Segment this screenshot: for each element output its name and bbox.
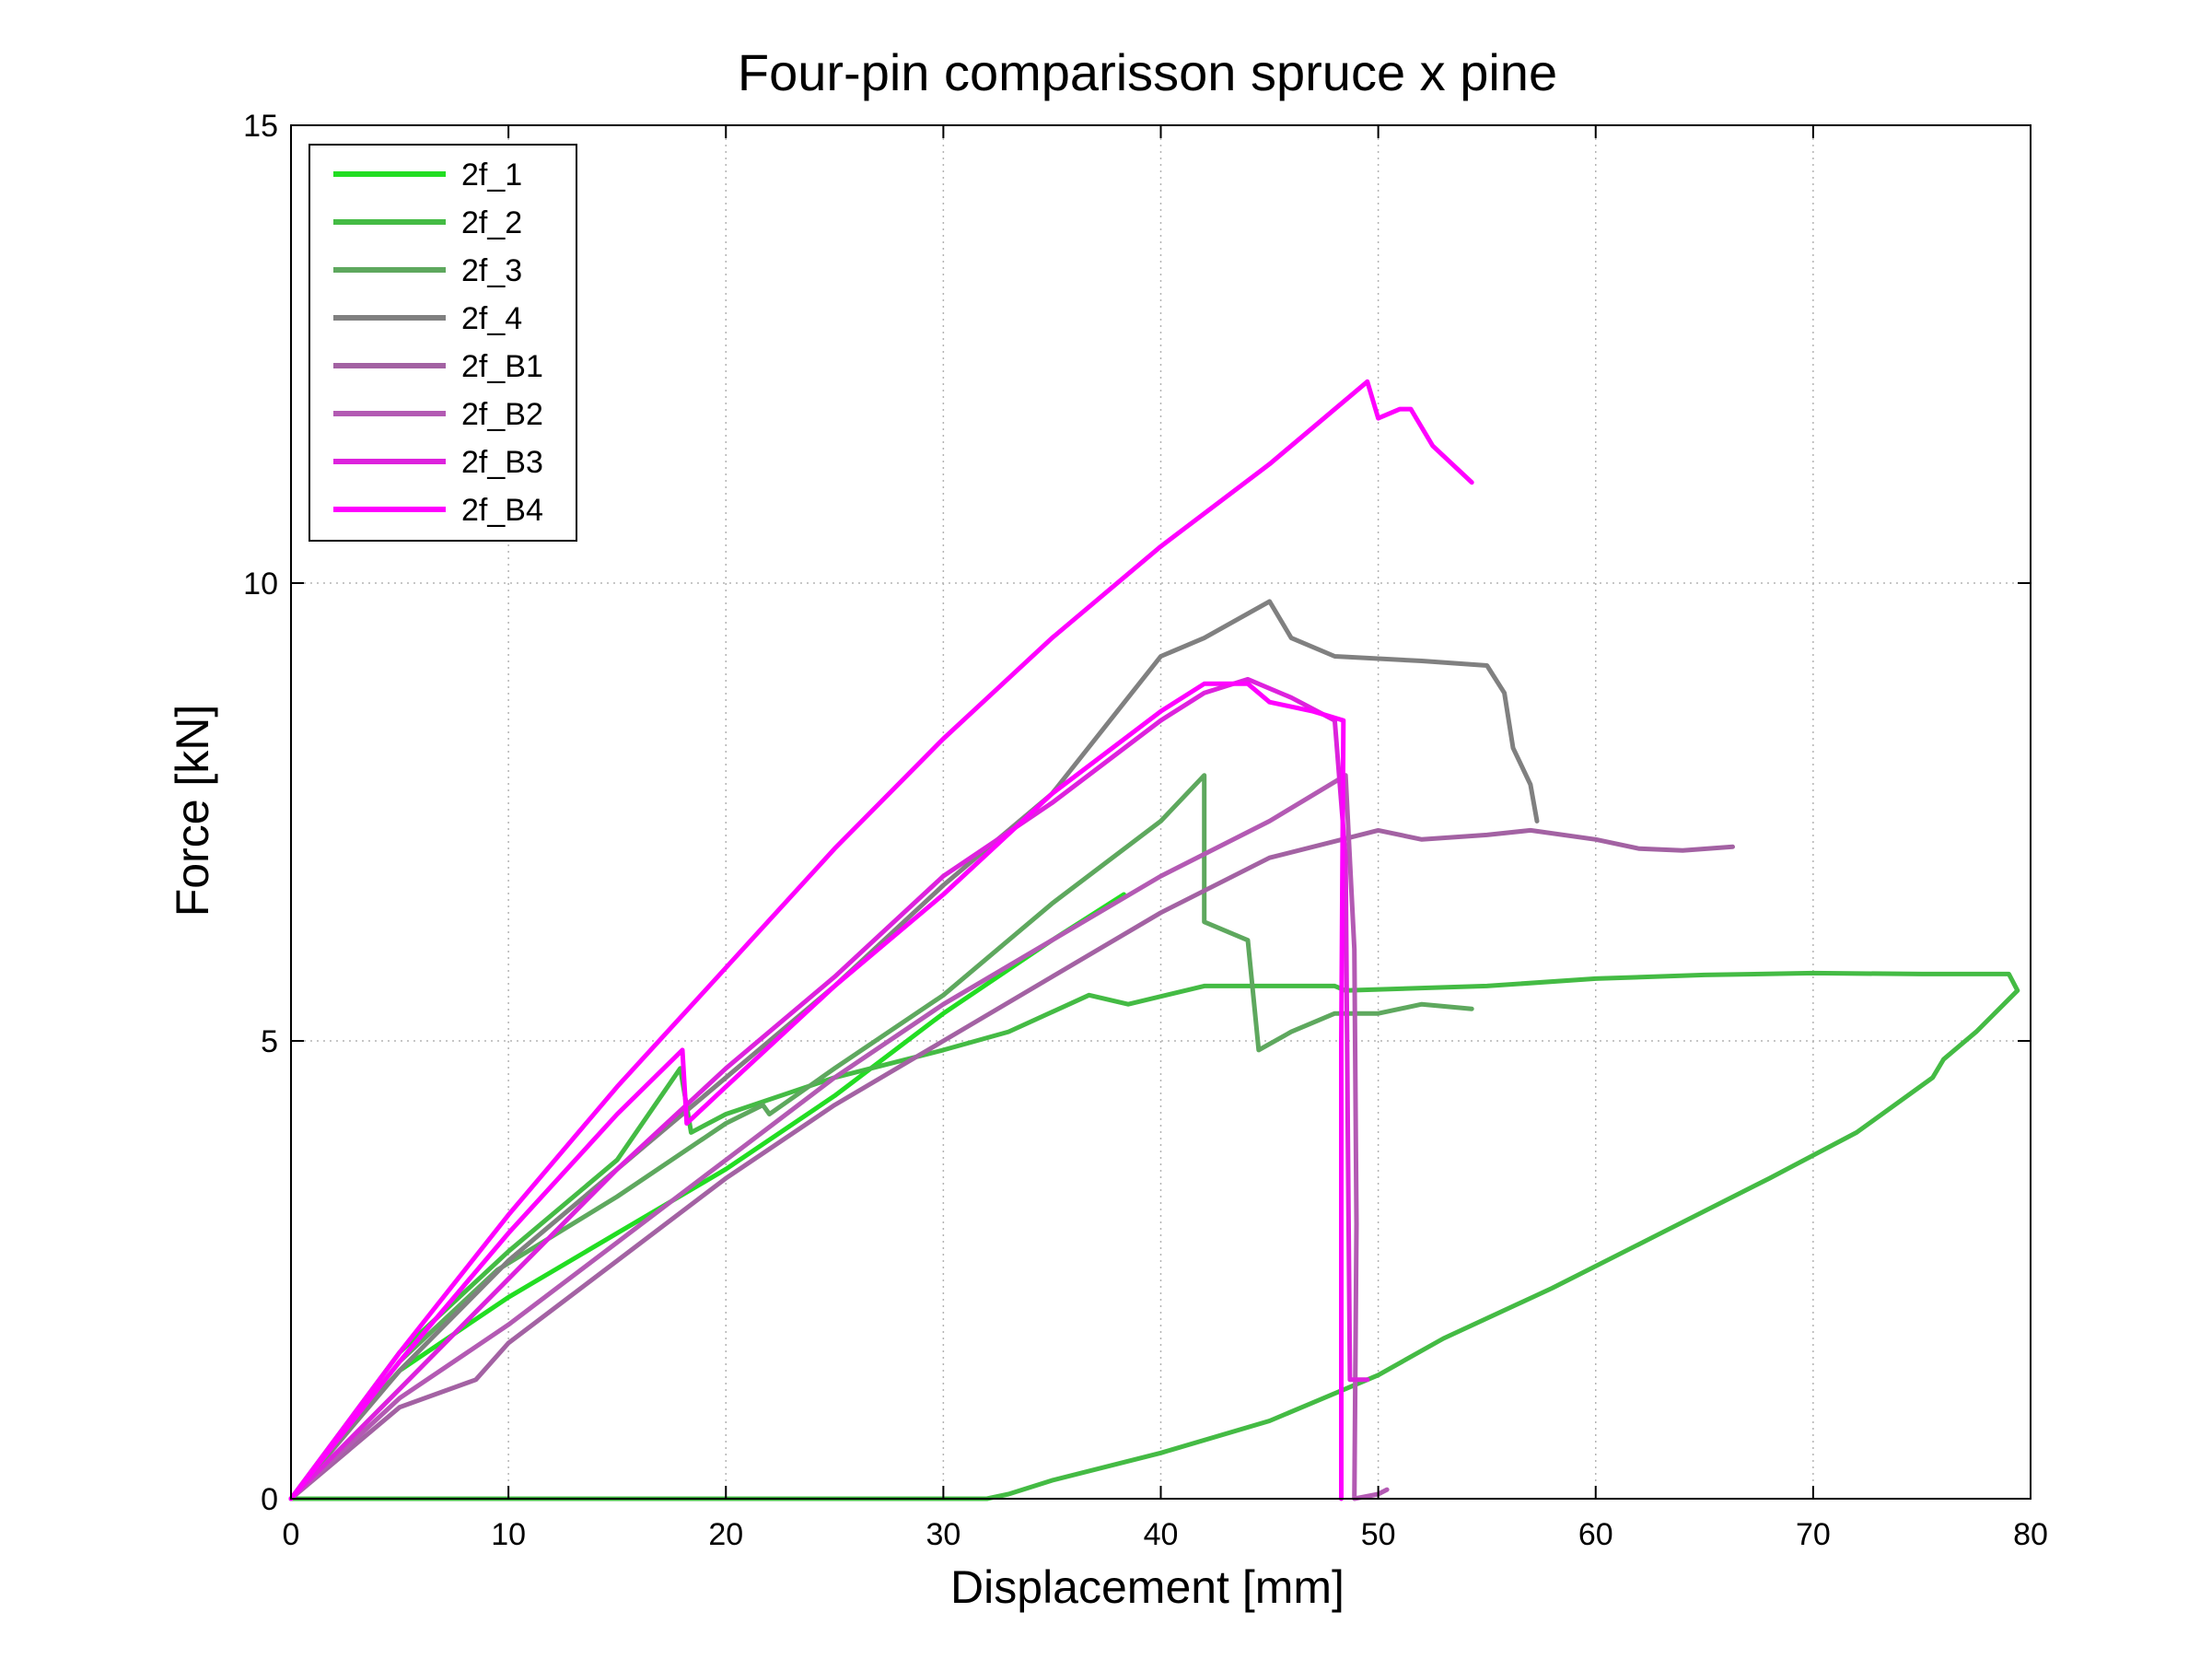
- x-axis-title: Displacement [mm]: [950, 1561, 1345, 1613]
- y-axis-title: Force [kN]: [167, 705, 218, 917]
- y-tick-label: 10: [243, 567, 278, 602]
- axis-ticks: 0 10 20 30 40 50 60 70 80 0 5 10 15: [243, 109, 2048, 1552]
- chart-title: Four-pin comparisson spruce x pine: [738, 43, 1557, 101]
- legend-label: 2f_4: [461, 301, 522, 336]
- legend-label: 2f_B1: [461, 349, 543, 384]
- legend-label: 2f_2: [461, 205, 522, 240]
- legend-label: 2f_B3: [461, 445, 543, 480]
- x-tick-label: 30: [926, 1517, 960, 1552]
- y-tick-label: 0: [261, 1482, 278, 1517]
- legend-label: 2f_B2: [461, 397, 543, 432]
- series-line-2f_3: [288, 773, 1474, 1501]
- x-tick-label: 10: [491, 1517, 526, 1552]
- x-tick-label: 50: [1361, 1517, 1396, 1552]
- x-tick-label: 40: [1144, 1517, 1179, 1552]
- legend-label: 2f_B4: [461, 493, 543, 528]
- x-tick-label: 70: [1796, 1517, 1831, 1552]
- x-tick-label: 60: [1578, 1517, 1613, 1552]
- legend-label: 2f_3: [461, 253, 522, 288]
- series-line-2f_B4: [288, 681, 1346, 1501]
- legend-label: 2f_1: [461, 158, 522, 193]
- x-tick-label: 0: [283, 1517, 300, 1552]
- series-line-2f_B3: [288, 676, 1370, 1501]
- legend-box: [309, 144, 577, 542]
- y-tick-label: 5: [261, 1024, 278, 1059]
- x-tick-label: 80: [2013, 1517, 2048, 1552]
- legend: 2f_1 2f_2 2f_3 2f_4 2f_B1 2f_B2 2f_B3 2f_B4: [309, 144, 577, 542]
- series-line-unlabeled-8: [288, 379, 1474, 1501]
- x-tick-label: 20: [708, 1517, 743, 1552]
- data-series: [288, 379, 2020, 1501]
- series-line-2f_B2: [288, 773, 1390, 1501]
- y-tick-label: 15: [243, 109, 278, 144]
- series-line-2f_2: [288, 970, 2020, 1501]
- series-line-2f_B1: [288, 827, 1735, 1501]
